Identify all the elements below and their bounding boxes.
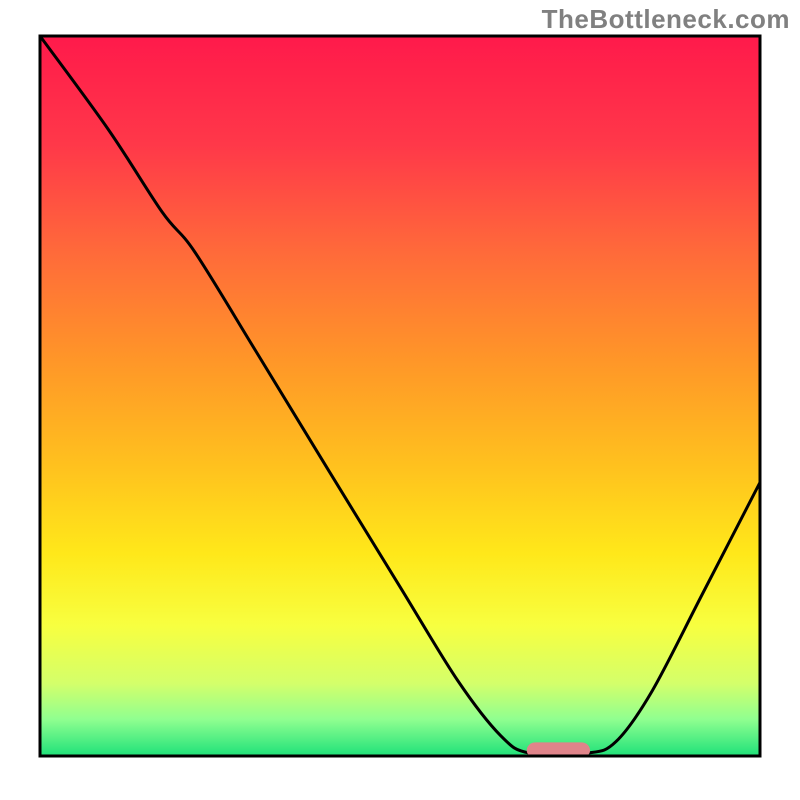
watermark-text: TheBottleneck.com (542, 4, 790, 35)
chart-container: TheBottleneck.com (0, 0, 800, 800)
bottleneck-chart (0, 0, 800, 800)
plot-gradient-background (41, 37, 759, 755)
